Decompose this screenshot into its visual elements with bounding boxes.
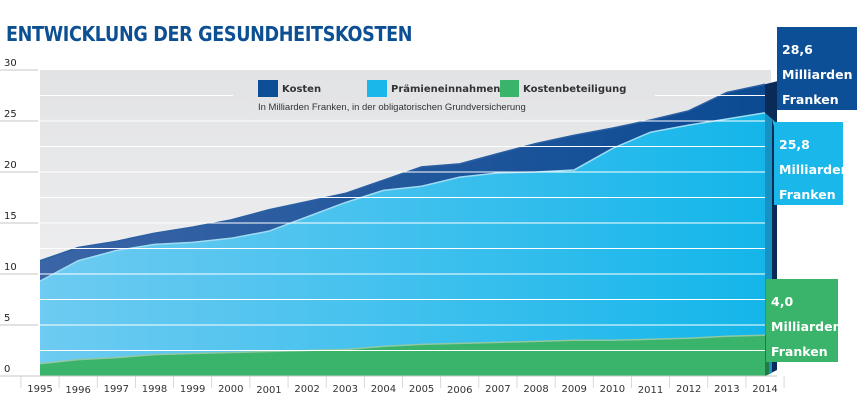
legend-swatch-kostenbeteiligung: [500, 80, 519, 97]
legend-label-kostenbeteiligung: Kostenbeteiligung: [523, 84, 626, 95]
x-tick-label: 2007: [485, 384, 510, 395]
y-tick-label: 10: [4, 262, 17, 273]
callout-kosten-unit: Milliarden: [782, 66, 853, 82]
legend-swatch-praemien: [367, 80, 387, 97]
callout-kostenbeteiligung-value: 4,0: [771, 293, 794, 309]
chart-subtitle: In Milliarden Franken, in der obligatori…: [258, 102, 526, 113]
area-praemien-line: [39, 112, 766, 282]
x-tick-label: 2001: [256, 385, 281, 396]
x-tick-label: 2006: [447, 385, 472, 396]
callout-praemien-unit2: Franken: [779, 186, 836, 202]
x-tick-label: 2014: [752, 384, 777, 395]
x-tick-label: 2008: [523, 384, 548, 395]
y-tick-label: 5: [4, 313, 10, 324]
y-tick-label: 20: [4, 160, 17, 171]
legend-label-praemien: Prämieneinnahmen: [391, 84, 500, 95]
x-tick-label: 1996: [65, 385, 90, 396]
callout-kosten: 28,6 Milliarden Franken: [777, 27, 857, 110]
x-tick-label: 2010: [600, 384, 625, 395]
x-tick-label: 2011: [638, 385, 663, 396]
y-tick-label: 15: [4, 211, 17, 222]
x-tick-label: 2000: [218, 384, 243, 395]
x-tick-label: 2005: [409, 384, 434, 395]
x-tick-label: 2009: [561, 384, 586, 395]
callout-kosten-value: 28,6: [782, 41, 813, 57]
x-tick-label: 2013: [714, 384, 739, 395]
callout-kostenbeteiligung-unit2: Franken: [771, 343, 828, 359]
y-tick-label: 25: [4, 109, 17, 120]
area-praemien: [40, 112, 765, 376]
callout-praemien-unit: Milliarden: [779, 161, 850, 177]
y-tick-label: 30: [4, 58, 17, 69]
x-tick-label: 1997: [104, 384, 129, 395]
x-tick-label: 1999: [180, 384, 205, 395]
x-tick-label: 2012: [676, 384, 701, 395]
area-kostenbeteiligung-line: [39, 334, 766, 365]
callout-kosten-unit2: Franken: [782, 91, 839, 107]
x-tick-label: 2002: [294, 384, 319, 395]
area-kostenbeteiligung: [40, 335, 765, 376]
callout-praemien: 25,8 Milliarden Franken: [774, 122, 850, 205]
callout-kostenbeteiligung-unit: Milliarden: [771, 318, 842, 334]
x-tick-label: 2003: [333, 384, 358, 395]
x-tick-label: 1998: [142, 384, 167, 395]
callout-praemien-value: 25,8: [779, 136, 810, 152]
y-tick-label: 0: [4, 364, 10, 375]
legend-label-kosten: Kosten: [282, 84, 321, 95]
callout-kostenbeteiligung: 4,0 Milliarden Franken: [766, 279, 842, 362]
x-tick-label: 1995: [27, 384, 52, 395]
chart-title: ENTWICKLUNG DER GESUNDHEITSKOSTEN: [6, 22, 413, 46]
legend-swatch-kosten: [258, 80, 278, 97]
x-tick-label: 2004: [371, 384, 396, 395]
